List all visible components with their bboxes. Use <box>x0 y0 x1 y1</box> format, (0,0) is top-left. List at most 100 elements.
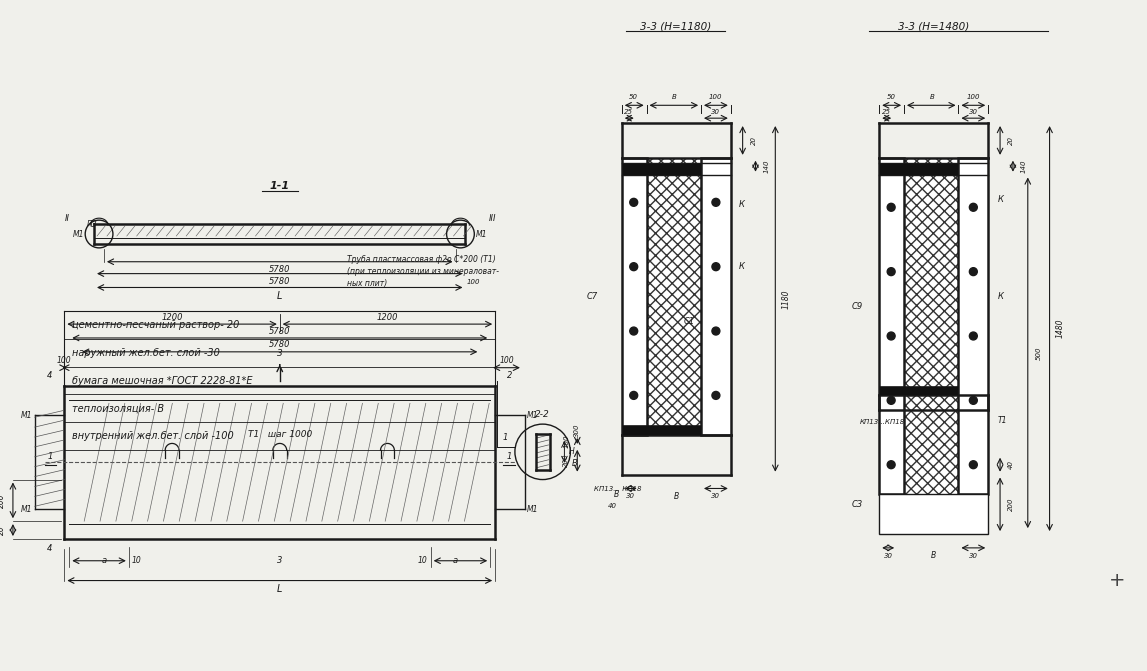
Text: L: L <box>278 291 282 301</box>
Circle shape <box>712 263 720 270</box>
Text: бумага мешочная *ГОСТ 2228-81*Е: бумага мешочная *ГОСТ 2228-81*Е <box>72 376 252 386</box>
Circle shape <box>630 391 638 399</box>
Bar <box>622 158 647 435</box>
Text: 3: 3 <box>278 556 282 565</box>
Bar <box>622 163 701 174</box>
Text: КП13...КП18: КП13...КП18 <box>859 419 905 425</box>
Text: 100: 100 <box>500 356 514 365</box>
Text: теплоизоляция- В: теплоизоляция- В <box>72 403 164 413</box>
Text: 100: 100 <box>709 95 723 101</box>
Text: (при теплоизоляции из минераловат-: (при теплоизоляции из минераловат- <box>346 267 499 276</box>
Text: 5780: 5780 <box>270 277 290 286</box>
Text: 1: 1 <box>502 433 508 442</box>
Text: 100: 100 <box>57 356 72 365</box>
Text: 2: 2 <box>507 371 513 380</box>
Text: 50: 50 <box>630 95 638 101</box>
Circle shape <box>969 268 977 276</box>
Text: 4: 4 <box>47 544 53 554</box>
Bar <box>880 386 959 395</box>
Text: 20: 20 <box>1008 136 1014 145</box>
Text: К: К <box>998 195 1004 204</box>
Text: 200: 200 <box>0 493 6 508</box>
Circle shape <box>969 461 977 468</box>
Text: 5780: 5780 <box>270 265 290 274</box>
Circle shape <box>887 268 895 276</box>
Text: ных плит): ных плит) <box>346 279 387 288</box>
Bar <box>880 495 989 534</box>
Circle shape <box>887 332 895 340</box>
Bar <box>959 158 989 495</box>
Circle shape <box>887 397 895 405</box>
Text: 3-3 (Н=1180): 3-3 (Н=1180) <box>640 21 711 31</box>
Text: 5780: 5780 <box>270 327 290 336</box>
Circle shape <box>630 199 638 206</box>
Bar <box>904 158 959 495</box>
Bar <box>880 158 904 495</box>
Text: 200: 200 <box>563 454 569 468</box>
Text: 20: 20 <box>0 525 6 535</box>
Text: 140: 140 <box>1021 160 1027 173</box>
Text: 30: 30 <box>626 493 635 499</box>
Text: 100: 100 <box>967 95 980 101</box>
Text: 1: 1 <box>506 452 512 461</box>
Text: 40: 40 <box>1008 460 1014 469</box>
Text: внутренний жел.бет. слой -100: внутренний жел.бет. слой -100 <box>72 431 234 441</box>
Text: III: III <box>489 213 496 223</box>
Text: 3: 3 <box>276 350 282 358</box>
Text: К: К <box>998 292 1004 301</box>
Circle shape <box>887 461 895 468</box>
Text: 25: 25 <box>882 109 891 115</box>
Text: 30: 30 <box>969 109 978 115</box>
Text: 1480: 1480 <box>1056 319 1064 338</box>
Text: Т1: Т1 <box>998 415 1007 425</box>
Text: 1200: 1200 <box>376 313 398 321</box>
Text: 140: 140 <box>764 160 770 173</box>
Text: 1180: 1180 <box>782 289 790 309</box>
Text: 4: 4 <box>47 371 53 380</box>
Text: 300: 300 <box>575 423 580 437</box>
Circle shape <box>630 327 638 335</box>
Circle shape <box>969 397 977 405</box>
Bar <box>904 158 959 495</box>
Text: H: H <box>569 448 575 456</box>
Text: 1200: 1200 <box>162 313 182 321</box>
Text: 50: 50 <box>887 95 896 101</box>
Text: К: К <box>739 262 744 271</box>
Circle shape <box>630 263 638 270</box>
Text: наружный жел.бет. слой -30: наружный жел.бет. слой -30 <box>72 348 220 358</box>
Text: 30: 30 <box>969 553 978 559</box>
Text: 40: 40 <box>608 503 616 509</box>
Text: М1: М1 <box>21 411 32 419</box>
Text: Т1   шаг 1000: Т1 шаг 1000 <box>248 430 312 439</box>
Text: L: L <box>278 584 282 595</box>
Text: 100: 100 <box>467 278 481 285</box>
Text: В: В <box>615 490 619 499</box>
Bar <box>647 158 701 435</box>
Text: 30: 30 <box>711 493 720 499</box>
Text: 10: 10 <box>132 556 141 565</box>
Circle shape <box>712 199 720 206</box>
Text: С7: С7 <box>586 292 598 301</box>
Text: 1: 1 <box>48 452 53 461</box>
Text: М1: М1 <box>476 229 487 238</box>
Text: цементно-песчаный раствор- 20: цементно-песчаный раствор- 20 <box>72 320 240 330</box>
Text: 10: 10 <box>418 556 428 565</box>
Text: 30: 30 <box>883 553 892 559</box>
Text: К: К <box>739 200 744 209</box>
Circle shape <box>887 203 895 211</box>
Text: М1: М1 <box>72 229 84 238</box>
Circle shape <box>712 391 720 399</box>
Text: II: II <box>65 213 70 223</box>
Text: a: a <box>453 556 458 565</box>
Text: КП13... КП18: КП13... КП18 <box>594 486 641 493</box>
Bar <box>647 158 701 435</box>
Text: 3-3 (Н=1480): 3-3 (Н=1480) <box>898 21 969 31</box>
Text: 1-1: 1-1 <box>270 181 290 191</box>
Circle shape <box>712 327 720 335</box>
Bar <box>701 158 731 435</box>
Text: 200: 200 <box>1008 498 1014 511</box>
Text: a: a <box>101 556 107 565</box>
Text: +: + <box>1109 571 1125 590</box>
Circle shape <box>969 332 977 340</box>
Circle shape <box>969 203 977 211</box>
